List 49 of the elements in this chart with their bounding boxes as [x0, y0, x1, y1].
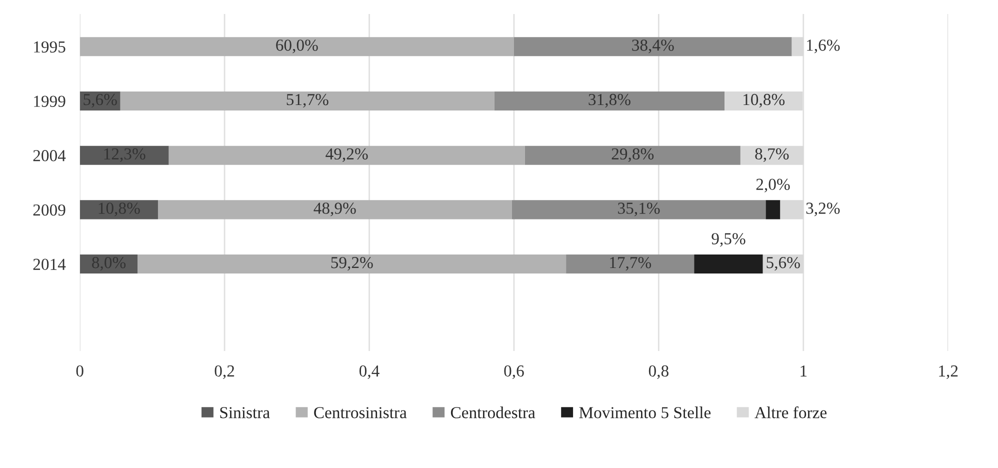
y-tick-label: 2009 — [33, 204, 66, 216]
x-tick-label: 0,4 — [359, 365, 380, 380]
data-label: 5,6% — [766, 256, 800, 271]
y-tick-label: 2014 — [33, 258, 66, 270]
data-label: 35,1% — [618, 202, 660, 216]
legend-label: Centrosinistra — [314, 407, 407, 418]
x-tick-label: 0 — [76, 365, 84, 377]
data-label: 10,8% — [744, 94, 785, 108]
data-label: 3,2% — [806, 202, 840, 216]
y-tick-label: 2004 — [33, 150, 66, 162]
bar — [80, 254, 138, 274]
y-tick-label: 1999 — [34, 96, 66, 107]
bar — [766, 200, 780, 220]
data-label: 8,7% — [755, 148, 789, 162]
x-tick-label: 1,2 — [939, 365, 958, 380]
x-tick-label: 0,6 — [504, 365, 524, 380]
bar — [514, 37, 792, 56]
data-label: 17,7% — [610, 256, 652, 271]
data-label: 38,4% — [632, 40, 674, 54]
bar — [120, 91, 494, 111]
bar — [694, 254, 763, 274]
data-label: 51,7% — [286, 94, 328, 108]
legend-label: Centrodestra — [450, 406, 536, 418]
bar — [494, 91, 725, 111]
x-tick-label: 0,2 — [214, 365, 234, 380]
bar — [512, 200, 766, 220]
data-label: 31,8% — [588, 94, 630, 108]
data-label: 48,9% — [314, 202, 356, 216]
bar — [168, 146, 525, 165]
data-label: 29,8% — [612, 148, 654, 162]
legend-label: Sinistra — [220, 407, 270, 418]
legend-label: Altre forze — [754, 406, 827, 418]
data-label: 60,0% — [276, 40, 318, 54]
x-tick-label: 0,8 — [648, 365, 668, 380]
data-label: 2,0% — [756, 178, 790, 192]
legend-label: Movimento 5 Stelle — [579, 406, 711, 418]
bar — [566, 254, 694, 274]
bar — [158, 200, 512, 220]
data-label: 49,2% — [326, 148, 368, 162]
bar — [80, 37, 514, 56]
bar — [80, 200, 158, 220]
data-label: 59,2% — [331, 256, 373, 271]
data-label: 1,6% — [807, 40, 840, 54]
bar — [80, 146, 169, 165]
data-label: 9,5% — [712, 233, 746, 247]
bar — [138, 254, 566, 274]
y-tick-label: 1995 — [34, 41, 66, 53]
bar — [524, 146, 740, 165]
x-tick-label: 1 — [800, 365, 807, 376]
